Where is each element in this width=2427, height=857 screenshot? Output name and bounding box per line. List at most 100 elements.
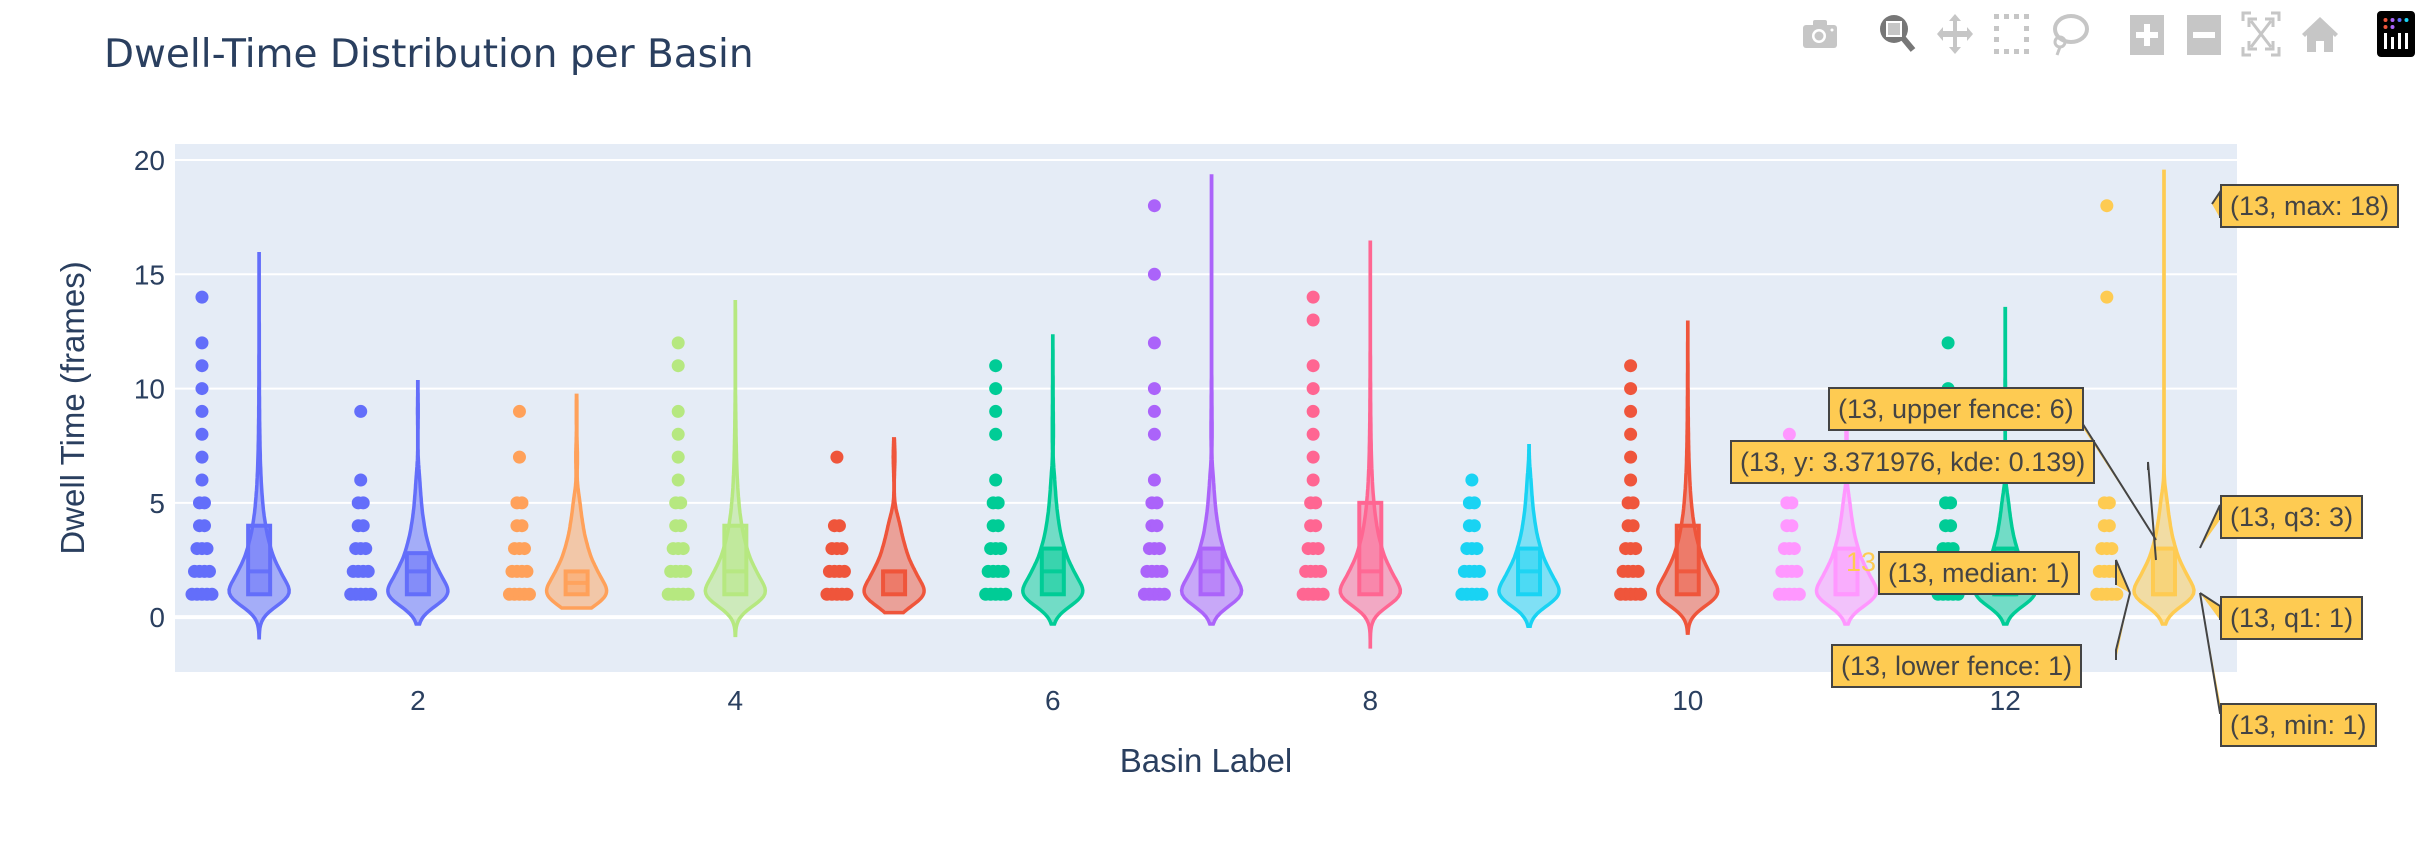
data-point (1624, 427, 1638, 441)
data-point (996, 564, 1010, 578)
violin-trace-5 (820, 437, 926, 615)
data-point (1152, 542, 1166, 556)
data-point (195, 359, 209, 373)
data-point (2105, 542, 2119, 556)
hover-label-kde: (13, y: 3.371976, kde: 0.139) (1730, 440, 2096, 484)
camera-icon[interactable] (1800, 12, 1840, 56)
data-point (1472, 564, 1486, 578)
zoom-out-icon[interactable] (2184, 12, 2224, 56)
zoom-in-icon[interactable] (2127, 12, 2167, 56)
violin-trace-8 (1296, 240, 1403, 649)
data-point (1790, 564, 1804, 578)
x-tick-label: 10 (1672, 685, 1703, 716)
y-tick-label: 0 (149, 602, 165, 633)
violin-body (1497, 443, 1561, 629)
data-point (671, 359, 685, 373)
data-point (1157, 587, 1171, 601)
data-point (1629, 542, 1643, 556)
hover-label-max: (13, max: 18) (2220, 184, 2400, 228)
data-point (1624, 382, 1638, 396)
data-point (674, 496, 688, 510)
data-point (1792, 587, 1806, 601)
data-point (832, 519, 846, 533)
data-point (835, 542, 849, 556)
data-point (676, 542, 690, 556)
y-tick-label: 5 (149, 488, 165, 519)
data-point (989, 359, 1003, 373)
data-point (674, 519, 688, 533)
data-point (202, 564, 216, 578)
chart-title: Dwell-Time Distribution per Basin (104, 32, 754, 77)
violin-trace-9 (1455, 443, 1561, 629)
reset-axes-icon[interactable] (2300, 12, 2340, 56)
hover-label-median: (13, median: 1) (1878, 551, 2080, 595)
data-point (1147, 199, 1161, 213)
data-point (2100, 199, 2114, 213)
data-point (1147, 427, 1161, 441)
plotly-logo-icon[interactable] (2376, 11, 2416, 57)
x-tick-label: 6 (1045, 685, 1061, 716)
data-point (2102, 496, 2116, 510)
box-select-icon[interactable] (1992, 12, 2032, 56)
hover-pointer (2147, 461, 2157, 561)
data-point (354, 404, 368, 418)
data-point (837, 564, 851, 578)
hover-label-upper-fence: (13, upper fence: 6) (1828, 387, 2084, 431)
data-point (1626, 519, 1640, 533)
box (881, 569, 908, 597)
data-point (991, 496, 1005, 510)
data-point (1311, 542, 1325, 556)
data-point (830, 450, 844, 464)
hover-label-q1: (13, q1: 1) (2220, 596, 2364, 640)
data-point (195, 427, 209, 441)
data-point (195, 336, 209, 350)
data-point (1306, 473, 1320, 487)
data-point (1309, 519, 1323, 533)
data-point (1467, 496, 1481, 510)
data-point (1626, 496, 1640, 510)
data-point (989, 404, 1003, 418)
hover-label-q3: (13, q3: 3) (2220, 495, 2364, 539)
data-point (197, 496, 211, 510)
data-point (1944, 496, 1958, 510)
data-point (671, 336, 685, 350)
data-point (195, 473, 209, 487)
data-point (522, 587, 536, 601)
data-point (1147, 382, 1161, 396)
data-point (1306, 359, 1320, 373)
data-point (671, 473, 685, 487)
data-point (1944, 519, 1958, 533)
data-point (1941, 336, 1955, 350)
x-tick-label: 12 (1990, 685, 2021, 716)
data-point (1785, 496, 1799, 510)
data-point (1470, 542, 1484, 556)
zoom-icon[interactable] (1878, 12, 1918, 56)
violin-body (1021, 334, 1085, 626)
data-point (991, 519, 1005, 533)
data-point (1465, 473, 1479, 487)
data-point (1306, 427, 1320, 441)
hover-label-lower-fence: (13, lower fence: 1) (1831, 644, 2083, 688)
data-point (1147, 473, 1161, 487)
data-point (2110, 587, 2124, 601)
pan-icon[interactable] (1935, 12, 1975, 56)
autoscale-icon[interactable] (2241, 11, 2281, 57)
box (404, 551, 431, 597)
violin-body (227, 251, 291, 640)
data-point (1475, 587, 1489, 601)
lasso-select-icon[interactable] (2049, 12, 2089, 56)
box (246, 523, 273, 597)
y-tick-label: 10 (134, 374, 165, 405)
data-point (359, 542, 373, 556)
violin-body (386, 379, 450, 626)
data-point (195, 382, 209, 396)
data-point (195, 450, 209, 464)
data-point (1309, 496, 1323, 510)
data-point (1316, 587, 1330, 601)
violin-body (1179, 174, 1244, 626)
data-point (1314, 564, 1328, 578)
box (722, 523, 749, 597)
data-point (1155, 564, 1169, 578)
violin-trace-10 (1614, 320, 1720, 635)
y-tick-label: 15 (134, 259, 165, 290)
